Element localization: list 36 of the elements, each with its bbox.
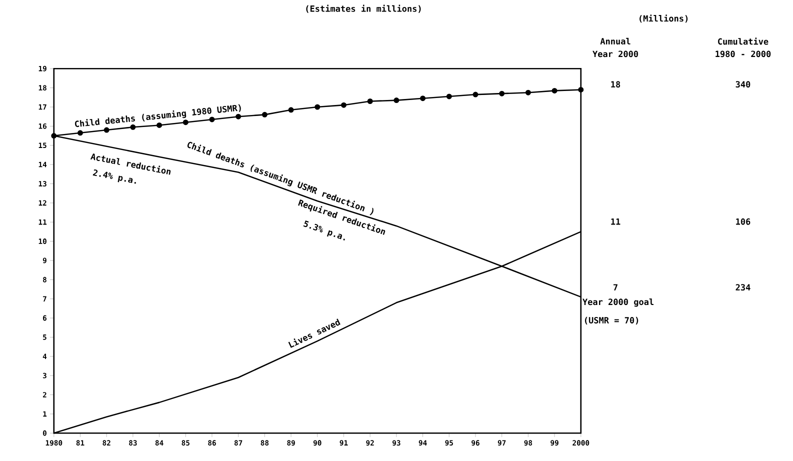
text: Year 2000 [592,50,638,58]
text: 7 [614,284,618,290]
point [77,130,83,136]
text: 340 [736,81,750,88]
text: 18 [611,81,620,88]
point [314,104,320,110]
point [156,122,162,128]
point [340,102,346,108]
point [552,88,558,94]
point [104,127,110,133]
annotation: 2.4% p.a. [92,170,136,184]
point [262,112,268,118]
point [209,116,215,122]
text: 234 [736,284,750,291]
text: (USMR = 70) [584,316,638,324]
point [288,107,294,113]
point [578,87,584,93]
point [51,133,57,139]
point [446,94,452,100]
text: 11 [611,218,620,225]
point [525,90,531,96]
text: 1980 - 2000 [716,50,771,58]
point [367,98,373,104]
point [420,96,426,102]
point [130,124,136,130]
text: 106 [736,218,750,225]
point [472,92,478,98]
chart-title: (Estimates in millions) [306,4,421,13]
text: Cumulative [718,38,768,45]
text: (Millions) [640,14,688,23]
text: Annual [600,38,630,45]
point [499,90,505,96]
point [394,98,400,104]
point [236,114,242,120]
text: Child deaths (assuming 1980 USMR) [74,104,241,128]
annotation: Year 2000 goal [582,298,654,307]
